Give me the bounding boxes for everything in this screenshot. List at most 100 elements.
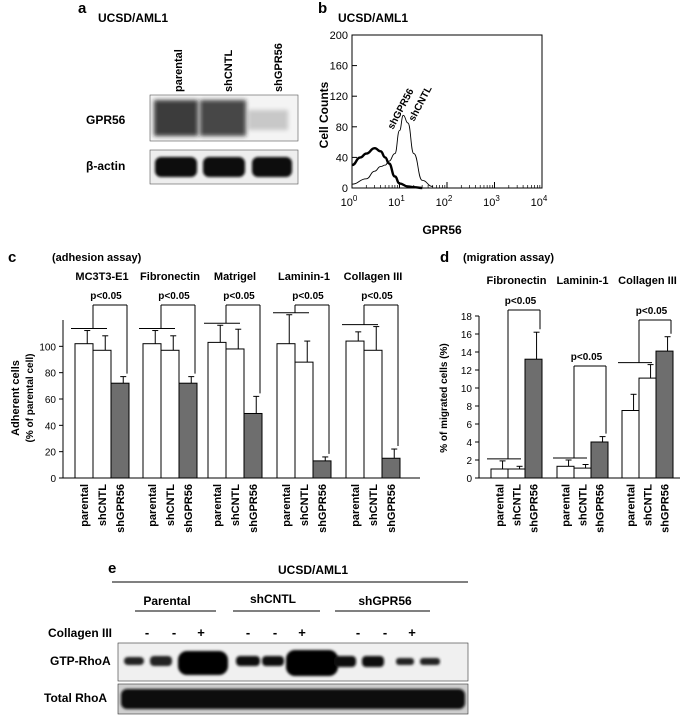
migration-bar-parental: [490, 468, 509, 479]
histogram-y-tick-label: 40: [336, 152, 348, 164]
migration-bar-shgpr56: [590, 441, 609, 479]
migration-group-fibronectin: Fibronectin parental shCNTL shGPR56 p<0.05: [487, 275, 547, 533]
adhesion-p-value: p<0.05: [158, 291, 190, 302]
migration-bar-shcntl: [573, 467, 592, 479]
blot-beta-actin: [149, 149, 299, 185]
panel-e-letter: e: [108, 560, 116, 577]
migration-y-tick-label: 10: [461, 384, 473, 395]
migration-bar-shcntl: [638, 377, 657, 479]
adhesion-p-value: p<0.05: [292, 291, 324, 302]
histogram-curve-shcntl: [351, 114, 433, 187]
lane-label-shcntl: shCNTL: [223, 50, 235, 92]
histogram-x-axis-label: GPR56: [422, 223, 462, 237]
adhesion-group-title: Laminin-1: [278, 271, 330, 283]
treatment-sign: -: [145, 625, 149, 640]
group-label-shcntl: shCNTL: [250, 592, 296, 606]
panel-b-letter: b: [318, 0, 327, 17]
adhesion-category-label: parental: [350, 484, 362, 527]
blot-row-label-gpr56: GPR56: [86, 113, 126, 127]
adhesion-bar-parental: [345, 340, 365, 479]
adhesion-group-title: Matrigel: [214, 271, 256, 283]
treatment-sign: -: [356, 625, 360, 640]
treatment-sign: -: [273, 625, 277, 640]
adhesion-y-axis-label-2: (% of parental cell): [25, 354, 36, 443]
adhesion-p-value: p<0.05: [361, 291, 393, 302]
migration-y-ticks: 0 2 4 6 8 10 12 14 16 18: [461, 312, 479, 485]
blot-row-label-total-rhoa: Total RhoA: [44, 691, 107, 705]
adhesion-category-label: shGPR56: [386, 484, 398, 533]
migration-group-title: Collagen III: [618, 275, 677, 287]
migration-p-value: p<0.05: [505, 296, 537, 307]
adhesion-bar-shcntl: [92, 349, 112, 479]
blot-row-label-beta-actin: β-actin: [86, 159, 125, 173]
histogram-y-tick-label: 120: [330, 91, 348, 103]
migration-p-value: p<0.05: [571, 352, 603, 363]
adhesion-y-axis-label-1: Adherent cells: [10, 360, 22, 436]
blot-row-label-gtp-rhoa: GTP-RhoA: [50, 654, 111, 668]
migration-category-label: parental: [495, 484, 507, 527]
panel-c-letter: c: [8, 249, 16, 266]
treatment-sign: -: [172, 625, 176, 640]
migration-category-label: parental: [626, 484, 638, 527]
migration-y-tick-label: 4: [466, 438, 472, 449]
migration-bar-shgpr56: [655, 350, 674, 479]
panel-b-title: UCSD/AML1: [338, 11, 408, 25]
adhesion-p-value: p<0.05: [223, 291, 255, 302]
histogram-x-tick-label: 102: [436, 194, 453, 209]
migration-y-tick-label: 0: [466, 474, 472, 485]
adhesion-category-label: parental: [281, 484, 293, 527]
adhesion-category-label: shCNTL: [299, 484, 311, 526]
migration-group-collagen-iii: Collagen III parental shCNTL shGPR56 p<0.05: [618, 275, 677, 533]
adhesion-category-label: parental: [79, 484, 91, 527]
migration-category-label: shCNTL: [512, 484, 524, 526]
panel-d: d (migration assay) % of migrated cells …: [439, 249, 680, 533]
histogram-y-tick-label: 0: [342, 183, 348, 195]
migration-y-tick-label: 14: [461, 348, 473, 359]
adhesion-bar-parental: [207, 341, 227, 479]
histogram-y-tick-label: 200: [330, 30, 348, 42]
adhesion-group-matrigel: Matrigel parental shCNTL shGPR56 p<0.05: [204, 271, 263, 533]
adhesion-y-tick-label: 20: [45, 448, 57, 459]
migration-bar-shgpr56: [524, 358, 543, 479]
adhesion-category-label: parental: [147, 484, 159, 527]
migration-y-tick-label: 12: [461, 366, 473, 377]
adhesion-bar-shcntl: [294, 361, 314, 479]
group-label-shgpr56: shGPR56: [358, 594, 412, 608]
adhesion-group-title: Collagen III: [344, 271, 403, 283]
adhesion-y-tick-label: 100: [39, 342, 56, 353]
migration-y-tick-label: 16: [461, 330, 473, 341]
adhesion-category-label: shGPR56: [317, 484, 329, 533]
histogram-y-axis-label: Cell Counts: [317, 81, 331, 148]
migration-bar-parental: [621, 410, 640, 479]
adhesion-bar-shgpr56: [178, 382, 198, 479]
panel-b: b UCSD/AML1 Cell Counts GPR56 0 40 80 120 16…: [317, 0, 548, 237]
adhesion-p-value: p<0.05: [90, 291, 122, 302]
histogram-y-tick-label: 160: [330, 61, 348, 73]
migration-group-title: Fibronectin: [487, 275, 547, 287]
adhesion-y-ticks: 0 20 40 60 80 100: [39, 342, 63, 485]
adhesion-bar-parental: [74, 343, 94, 479]
adhesion-bar-parental: [142, 343, 162, 479]
migration-y-tick-label: 6: [466, 420, 472, 431]
adhesion-group-mc3t3-e1: MC3T3-E1 parental shCNTL shGPR56 p<0.05: [71, 271, 130, 533]
adhesion-y-tick-label: 80: [45, 369, 57, 380]
migration-y-tick-label: 8: [466, 402, 472, 413]
blot-gtp-rhoa: [117, 642, 469, 682]
treatment-sign: -: [383, 625, 387, 640]
adhesion-bar-shcntl: [160, 349, 180, 479]
adhesion-group-laminin-1: Laminin-1 parental shCNTL shGPR56 p<0.05: [273, 271, 332, 533]
adhesion-category-label: shCNTL: [230, 484, 242, 526]
histogram-x-tick-label: 100: [341, 194, 358, 209]
migration-y-tick-label: 2: [466, 456, 472, 467]
adhesion-group-collagen-iii: Collagen III parental shCNTL shGPR56 p<0.05: [342, 271, 402, 533]
panel-c-assay-label: (adhesion assay): [52, 252, 142, 264]
migration-group-title: Laminin-1: [557, 275, 609, 287]
histogram-curve-shgpr56: [351, 146, 423, 190]
migration-category-label: shCNTL: [643, 484, 655, 526]
adhesion-category-label: shGPR56: [115, 484, 127, 533]
panel-e: e UCSD/AML1 Parental shCNTL shGPR56 Coll…: [44, 560, 469, 715]
adhesion-category-label: shGPR56: [183, 484, 195, 533]
adhesion-y-tick-label: 0: [50, 474, 56, 485]
group-label-parental: Parental: [143, 594, 190, 608]
